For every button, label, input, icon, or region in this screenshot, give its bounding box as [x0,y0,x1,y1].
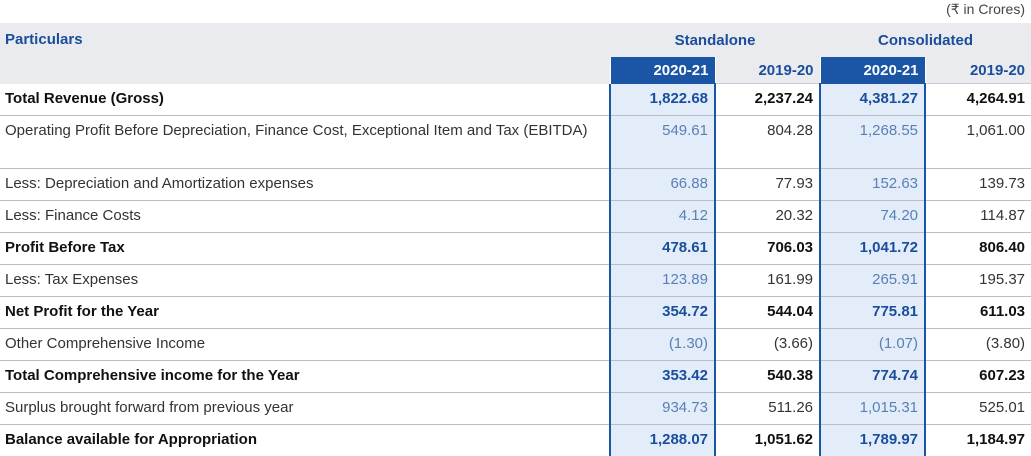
cell-standalone-previous: 804.28 [715,116,820,169]
row-label: Balance available for Appropriation [0,425,610,456]
table-row: Net Profit for the Year 354.72 544.04 77… [0,297,1031,329]
table-row: Less: Tax Expenses 123.89 161.99 265.91 … [0,265,1031,297]
header-year-standalone-previous: 2019-20 [715,57,820,84]
cell-standalone-previous: 1,051.62 [715,425,820,456]
cell-standalone-previous: 540.38 [715,361,820,393]
cell-consolidated-previous: 806.40 [925,233,1031,265]
cell-standalone-current: 1,822.68 [610,84,715,116]
cell-standalone-current: 1,288.07 [610,425,715,456]
cell-consolidated-previous: 139.73 [925,169,1031,201]
row-label: Net Profit for the Year [0,297,610,329]
cell-standalone-current: 478.61 [610,233,715,265]
table-row: Profit Before Tax 478.61 706.03 1,041.72… [0,233,1031,265]
cell-consolidated-previous: 525.01 [925,393,1031,425]
cell-standalone-current: 934.73 [610,393,715,425]
cell-standalone-previous: 77.93 [715,169,820,201]
cell-standalone-current: 353.42 [610,361,715,393]
table-row: Operating Profit Before Depreciation, Fi… [0,116,1031,169]
cell-standalone-previous: 161.99 [715,265,820,297]
financial-results-table: Particulars Standalone Consolidated 2020… [0,23,1031,456]
cell-standalone-current: (1.30) [610,329,715,361]
cell-consolidated-current: 1,268.55 [820,116,925,169]
cell-consolidated-previous: 1,184.97 [925,425,1031,456]
row-label: Operating Profit Before Depreciation, Fi… [0,116,610,169]
cell-standalone-previous: 706.03 [715,233,820,265]
header-particulars: Particulars [0,23,610,84]
table-row: Surplus brought forward from previous ye… [0,393,1031,425]
cell-consolidated-previous: 607.23 [925,361,1031,393]
cell-standalone-previous: 2,237.24 [715,84,820,116]
cell-consolidated-current: 265.91 [820,265,925,297]
header-standalone: Standalone [610,23,820,57]
header-year-consolidated-previous: 2019-20 [925,57,1031,84]
cell-standalone-previous: 20.32 [715,201,820,233]
row-label: Total Comprehensive income for the Year [0,361,610,393]
cell-consolidated-current: 1,789.97 [820,425,925,456]
cell-consolidated-current: 1,015.31 [820,393,925,425]
table-row: Total Comprehensive income for the Year … [0,361,1031,393]
unit-note: (₹ in Crores) [946,1,1025,18]
row-label: Less: Tax Expenses [0,265,610,297]
row-label: Total Revenue (Gross) [0,84,610,116]
cell-consolidated-current: 774.74 [820,361,925,393]
cell-standalone-previous: (3.66) [715,329,820,361]
cell-standalone-previous: 544.04 [715,297,820,329]
cell-consolidated-previous: 4,264.91 [925,84,1031,116]
cell-standalone-current: 549.61 [610,116,715,169]
row-label: Less: Finance Costs [0,201,610,233]
header-year-standalone-current: 2020-21 [610,57,715,84]
row-label: Other Comprehensive Income [0,329,610,361]
row-label: Less: Depreciation and Amortization expe… [0,169,610,201]
row-label: Surplus brought forward from previous ye… [0,393,610,425]
cell-consolidated-previous: 114.87 [925,201,1031,233]
cell-standalone-current: 66.88 [610,169,715,201]
cell-standalone-current: 4.12 [610,201,715,233]
table-row: Total Revenue (Gross) 1,822.68 2,237.24 … [0,84,1031,116]
cell-standalone-current: 123.89 [610,265,715,297]
row-label: Profit Before Tax [0,233,610,265]
table-row: Other Comprehensive Income (1.30) (3.66)… [0,329,1031,361]
table-row: Less: Depreciation and Amortization expe… [0,169,1031,201]
header-row-groups: Particulars Standalone Consolidated [0,23,1031,57]
cell-consolidated-previous: 1,061.00 [925,116,1031,169]
table-row: Less: Finance Costs 4.12 20.32 74.20 114… [0,201,1031,233]
header-year-consolidated-current: 2020-21 [820,57,925,84]
cell-consolidated-current: (1.07) [820,329,925,361]
cell-consolidated-current: 1,041.72 [820,233,925,265]
cell-consolidated-current: 4,381.27 [820,84,925,116]
cell-consolidated-previous: 195.37 [925,265,1031,297]
cell-consolidated-previous: 611.03 [925,297,1031,329]
cell-standalone-previous: 511.26 [715,393,820,425]
cell-standalone-current: 354.72 [610,297,715,329]
cell-consolidated-previous: (3.80) [925,329,1031,361]
cell-consolidated-current: 775.81 [820,297,925,329]
cell-consolidated-current: 152.63 [820,169,925,201]
cell-consolidated-current: 74.20 [820,201,925,233]
header-consolidated: Consolidated [820,23,1031,57]
table-row: Balance available for Appropriation 1,28… [0,425,1031,456]
